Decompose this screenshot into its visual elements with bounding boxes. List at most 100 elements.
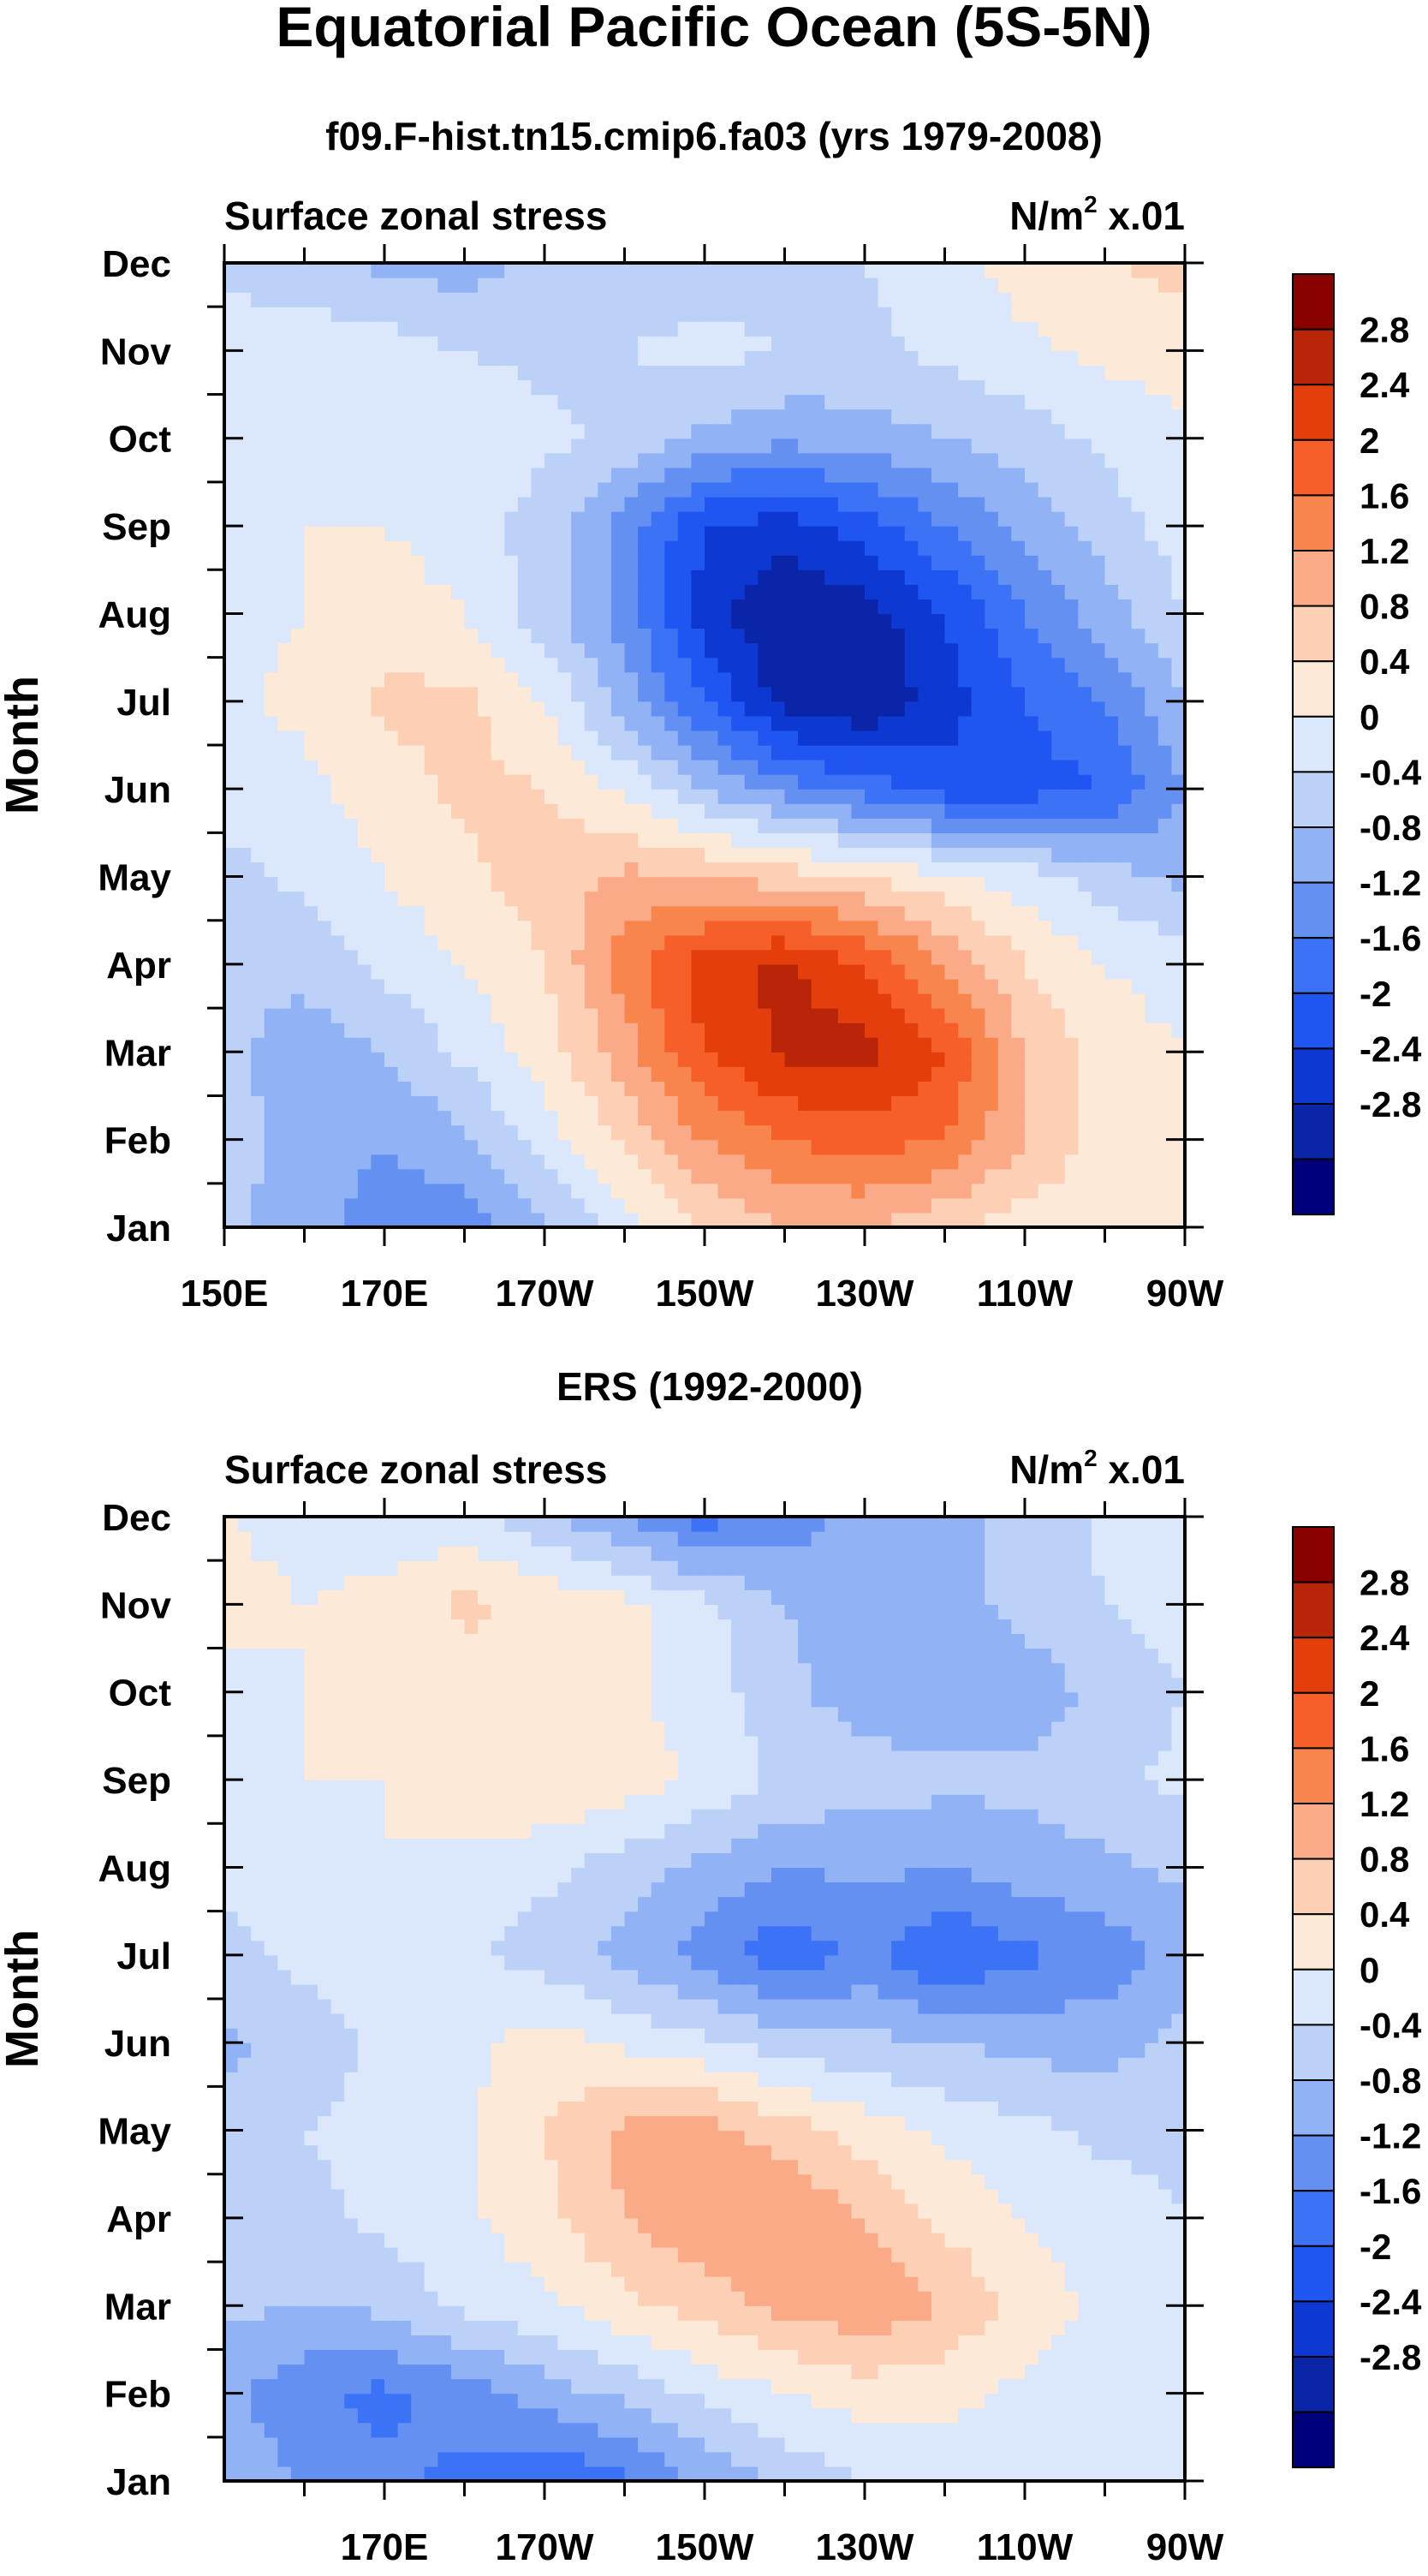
- contour-cell: [318, 657, 332, 673]
- contour-cell: [1038, 1139, 1052, 1155]
- contour-cell: [598, 394, 612, 410]
- contour-cell: [798, 423, 812, 439]
- contour-cell: [330, 481, 345, 498]
- contour-cell: [571, 642, 586, 659]
- contour-cell: [744, 526, 759, 541]
- contour-cell: [837, 438, 853, 454]
- contour-cell: [824, 715, 839, 731]
- contour-cell: [571, 1139, 586, 1155]
- contour-cell: [584, 1168, 598, 1184]
- contour-cell: [290, 847, 306, 863]
- contour-cell: [677, 1212, 693, 1227]
- contour-cell: [504, 423, 519, 439]
- contour-cell: [958, 715, 973, 731]
- contour-cell: [1157, 423, 1173, 439]
- contour-cell: [411, 263, 425, 278]
- contour-cell: [784, 467, 799, 483]
- contour-cell: [904, 569, 919, 585]
- contour-cell: [784, 452, 799, 468]
- contour-cell: [1078, 657, 1092, 673]
- contour-cell: [464, 789, 479, 804]
- contour-cell: [1157, 599, 1173, 615]
- contour-cell: [837, 934, 853, 951]
- contour-cell: [1038, 715, 1052, 731]
- contour-cell: [638, 467, 652, 483]
- contour-cell: [1131, 760, 1145, 775]
- contour-cell: [1078, 760, 1092, 775]
- contour-cell: [651, 1110, 665, 1126]
- contour-cell: [691, 774, 705, 790]
- contour-cell: [918, 715, 932, 731]
- contour-cell: [478, 715, 492, 731]
- contour-cell: [290, 657, 306, 673]
- contour-cell: [318, 336, 332, 351]
- contour-cell: [1131, 540, 1145, 556]
- contour-cell: [424, 745, 438, 760]
- contour-cell: [851, 862, 866, 878]
- contour-cell: [277, 511, 292, 527]
- contour-cell: [1091, 1023, 1106, 1038]
- contour-cell: [517, 920, 533, 936]
- contour-cell: [1078, 1066, 1092, 1082]
- contour-cell: [1025, 1168, 1039, 1184]
- contour-cell: [318, 1008, 332, 1023]
- contour-cell: [878, 671, 892, 688]
- contour-cell: [1025, 481, 1039, 498]
- contour-cell: [584, 1081, 598, 1097]
- contour-cell: [584, 760, 598, 775]
- contour-cell: [705, 408, 719, 425]
- contour-cell: [1011, 963, 1026, 980]
- contour-cell: [798, 1037, 812, 1052]
- contour-cell: [731, 891, 746, 907]
- contour-cell: [1091, 496, 1106, 512]
- contour-cell: [517, 818, 533, 833]
- contour-cell: [598, 1154, 612, 1170]
- contour-cell: [290, 321, 306, 337]
- contour-cell: [624, 1197, 639, 1213]
- contour-cell: [1038, 336, 1052, 351]
- contour-cell: [918, 657, 932, 673]
- contour-cell: [1064, 526, 1079, 541]
- contour-cell: [971, 511, 985, 527]
- contour-cell: [824, 423, 839, 439]
- contour-cell: [437, 1197, 452, 1213]
- contour-cell: [1064, 1212, 1079, 1227]
- contour-cell: [557, 993, 572, 1009]
- contour-cell: [717, 745, 732, 760]
- contour-cell: [437, 511, 452, 527]
- contour-cell: [1051, 789, 1066, 804]
- contour-cell: [1051, 760, 1066, 775]
- contour-cell: [598, 920, 612, 936]
- contour-cell: [624, 876, 639, 892]
- contour-cell: [544, 613, 559, 629]
- contour-cell: [384, 350, 399, 367]
- contour-cell: [638, 993, 652, 1009]
- contour-cell: [224, 832, 239, 849]
- contour-cell: [264, 832, 278, 849]
- contour-cell: [931, 949, 946, 965]
- contour-cell: [1091, 336, 1106, 351]
- contour-cell: [958, 891, 973, 907]
- contour-cell: [437, 1081, 452, 1097]
- contour-cell: [464, 584, 479, 599]
- contour-cell: [638, 789, 652, 804]
- contour-cell: [1157, 2466, 1173, 2481]
- contour-cell: [1157, 745, 1173, 760]
- contour-cell: [944, 1154, 959, 1170]
- contour-cell: [544, 891, 559, 907]
- contour-cell: [504, 2451, 519, 2467]
- contour-cell: [1025, 2466, 1039, 2481]
- contour-cell: [731, 934, 746, 951]
- contour-cell: [584, 1183, 598, 1199]
- contour-cell: [731, 569, 746, 585]
- contour-cell: [277, 686, 292, 702]
- contour-cell: [784, 2466, 799, 2481]
- contour-cell: [437, 277, 452, 293]
- contour-cell: [811, 847, 825, 863]
- contour-cell: [344, 1212, 359, 1227]
- contour-cell: [1091, 774, 1106, 790]
- contour-cell: [891, 760, 906, 775]
- contour-cell: [517, 642, 533, 659]
- contour-cell: [224, 657, 239, 673]
- contour-cell: [557, 963, 572, 980]
